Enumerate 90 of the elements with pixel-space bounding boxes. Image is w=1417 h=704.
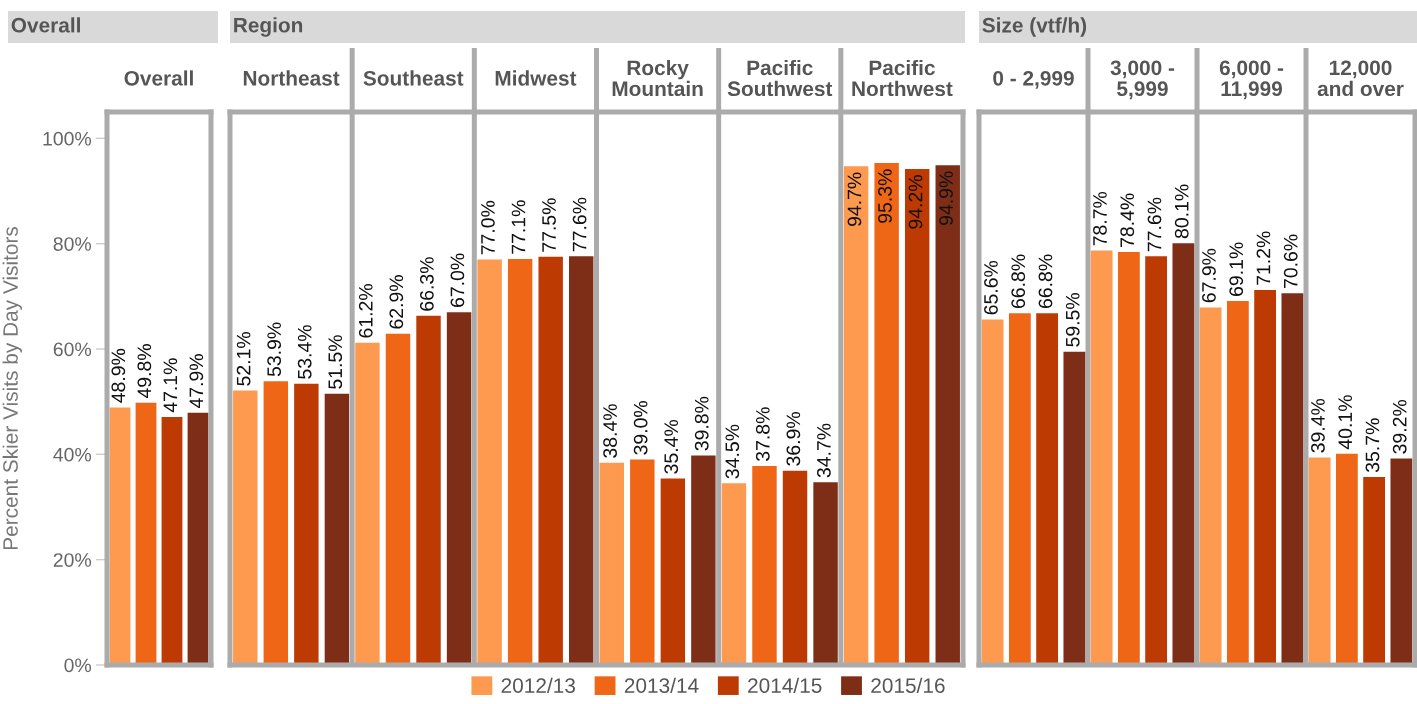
data-label: 35.4% bbox=[664, 419, 679, 474]
data-label: 53.9% bbox=[267, 322, 282, 377]
y-tick-label: 100% bbox=[43, 131, 92, 146]
legend-label: 2013/14 bbox=[624, 677, 699, 693]
data-label: 48.9% bbox=[111, 348, 126, 403]
data-label: 34.7% bbox=[817, 423, 831, 478]
x-tick-label: 12,000 and over bbox=[1317, 60, 1404, 97]
data-label: 39.8% bbox=[694, 396, 709, 451]
bar bbox=[752, 465, 777, 665]
x-tick-label: Rocky Mountain bbox=[612, 59, 703, 97]
bar bbox=[1117, 252, 1140, 665]
data-label: 36.9% bbox=[786, 412, 801, 466]
y-tick-label: 60% bbox=[53, 342, 92, 357]
data-label: 67.0% bbox=[450, 253, 465, 307]
data-label: 77.5% bbox=[542, 198, 556, 252]
data-label: 47.1% bbox=[163, 358, 178, 413]
data-label: 39.4% bbox=[1311, 398, 1325, 453]
data-label: 78.7% bbox=[1093, 191, 1107, 246]
y-tick-label: 0% bbox=[64, 658, 92, 673]
data-label: 47.9% bbox=[189, 354, 204, 409]
x-tick-label: 3,000 - 5,999 bbox=[1110, 60, 1175, 100]
bar bbox=[630, 459, 655, 665]
x-tick-label: Midwest bbox=[495, 70, 577, 86]
bar bbox=[294, 383, 319, 665]
bar bbox=[782, 470, 808, 665]
y-axis-title: Percent Skier Visits by Day Visitors bbox=[2, 226, 22, 550]
bar bbox=[263, 381, 289, 665]
bar bbox=[1335, 453, 1358, 665]
data-label: 70.6% bbox=[1283, 234, 1298, 289]
chart-title: Size (vtf/h) bbox=[982, 17, 1087, 37]
bar bbox=[385, 333, 411, 665]
data-label: 94.7% bbox=[847, 172, 862, 227]
data-label: 77.6% bbox=[1147, 197, 1162, 252]
bar bbox=[1226, 301, 1249, 665]
data-label: 38.4% bbox=[603, 404, 617, 458]
y-tick-label: 40% bbox=[53, 447, 92, 462]
bar bbox=[1363, 476, 1386, 665]
data-label: 69.1% bbox=[1229, 242, 1244, 296]
data-label: 78.4% bbox=[1120, 193, 1135, 247]
chart-title: Overall bbox=[11, 17, 80, 33]
data-label: 66.3% bbox=[419, 257, 434, 311]
bar bbox=[1145, 256, 1168, 665]
x-tick-label: Pacific Southwest bbox=[727, 59, 833, 97]
data-label: 77.0% bbox=[481, 200, 495, 255]
x-tick-label: Southeast bbox=[363, 70, 464, 86]
data-label: 35.7% bbox=[1365, 418, 1380, 473]
bar bbox=[1036, 313, 1059, 665]
data-label: 95.3% bbox=[878, 169, 892, 223]
data-label: 94.9% bbox=[939, 171, 953, 225]
x-tick-label: Overall bbox=[124, 70, 193, 86]
data-label: 52.1% bbox=[236, 332, 251, 386]
y-tick-label: 20% bbox=[53, 553, 92, 567]
y-tick-label: 80% bbox=[53, 237, 92, 251]
legend-label: 2014/15 bbox=[748, 677, 822, 693]
bar bbox=[507, 258, 533, 665]
bar bbox=[538, 256, 563, 665]
chart-title: Region bbox=[234, 17, 303, 37]
data-label: 49.8% bbox=[137, 344, 152, 399]
data-label: 40.1% bbox=[1338, 395, 1353, 450]
x-tick-label: 0 - 2,999 bbox=[993, 70, 1074, 89]
bar bbox=[416, 315, 441, 665]
x-tick-label: Pacific Northwest bbox=[852, 59, 953, 97]
data-label: 71.2% bbox=[1256, 231, 1271, 285]
data-label: 66.8% bbox=[1011, 254, 1026, 309]
data-label: 77.1% bbox=[511, 200, 526, 254]
data-label: 77.6% bbox=[572, 197, 587, 252]
data-label: 53.4% bbox=[297, 325, 312, 379]
x-tick-label: 6,000 - 11,999 bbox=[1219, 60, 1284, 100]
data-label: 66.8% bbox=[1038, 254, 1053, 309]
bar bbox=[874, 163, 899, 665]
data-label: 67.9% bbox=[1202, 248, 1216, 303]
data-label: 59.5% bbox=[1065, 293, 1080, 347]
legend-label: 2015/16 bbox=[871, 677, 945, 693]
bar bbox=[721, 483, 747, 665]
data-label: 62.9% bbox=[389, 275, 404, 329]
x-tick-label: Northeast bbox=[243, 70, 340, 86]
data-label: 51.5% bbox=[328, 335, 343, 389]
bar bbox=[660, 478, 686, 665]
legend-label: 2012/13 bbox=[501, 677, 575, 693]
data-label: 65.6% bbox=[984, 260, 998, 315]
data-label: 94.2% bbox=[908, 175, 923, 229]
bar bbox=[904, 168, 930, 665]
data-label: 61.2% bbox=[358, 284, 373, 338]
bar bbox=[1254, 290, 1277, 665]
data-label: 37.8% bbox=[755, 407, 770, 462]
data-label: 39.0% bbox=[633, 400, 648, 455]
data-label: 39.2% bbox=[1392, 399, 1407, 454]
data-label: 80.1% bbox=[1174, 184, 1189, 239]
data-label: 34.5% bbox=[725, 424, 740, 479]
bar bbox=[1008, 313, 1031, 665]
